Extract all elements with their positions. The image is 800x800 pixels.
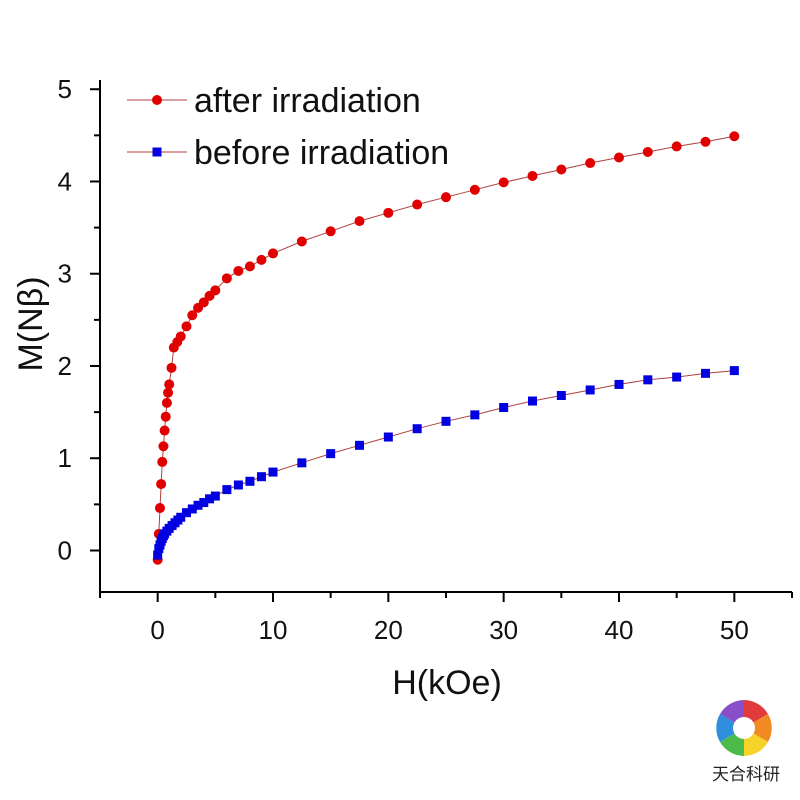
data-point: [325, 226, 336, 237]
x-tick-label: 10: [259, 615, 288, 645]
data-point: [199, 498, 209, 508]
data-point: [210, 285, 221, 296]
data-point: [441, 416, 451, 426]
axes: 0 10 20 30 40 50 0 1 2 3 4 5: [58, 74, 793, 645]
x-axis-label: H(kOe): [392, 664, 502, 702]
data-point: [187, 310, 198, 321]
data-point: [158, 441, 169, 452]
data-point: [222, 485, 232, 495]
data-point: [556, 164, 567, 175]
data-point: [181, 321, 192, 332]
data-point: [556, 391, 566, 401]
y-tick-label: 3: [58, 259, 72, 289]
legend-label: before irradiation: [194, 134, 449, 172]
data-point: [256, 254, 267, 265]
data-point: [383, 432, 393, 442]
data-point: [296, 236, 307, 247]
legend-marker: [152, 147, 162, 157]
data-point: [159, 425, 170, 436]
series-layer: [152, 131, 740, 565]
data-point: [614, 379, 624, 389]
x-tick-label: 20: [374, 615, 403, 645]
data-point: [441, 192, 451, 203]
data-point: [671, 141, 682, 152]
data-point: [164, 379, 175, 390]
data-point: [221, 273, 232, 284]
legend: after irradiation before irradiation: [127, 82, 449, 172]
data-point: [233, 265, 244, 276]
data-point: [182, 508, 191, 518]
data-point: [383, 207, 394, 218]
data-point: [166, 362, 177, 373]
y-tick-label: 0: [58, 535, 72, 565]
data-point: [499, 402, 509, 412]
data-point: [729, 131, 740, 142]
data-point: [198, 297, 209, 308]
data-point: [160, 411, 171, 422]
data-point: [643, 375, 653, 385]
y-tick-label: 5: [58, 74, 72, 104]
data-point: [153, 550, 163, 560]
data-point: [642, 146, 653, 157]
data-point: [614, 152, 624, 163]
data-point: [297, 458, 307, 468]
legend-entry: after irradiation: [127, 82, 421, 120]
legend-label: after irradiation: [194, 82, 421, 120]
data-point: [245, 476, 255, 486]
data-point: [729, 366, 739, 376]
series-after-irradiation: [152, 131, 740, 565]
data-point: [210, 491, 220, 501]
data-point: [469, 184, 480, 195]
data-point: [187, 504, 197, 514]
data-point: [205, 494, 215, 504]
data-point: [193, 500, 203, 510]
data-point: [354, 216, 365, 227]
data-point: [585, 158, 596, 169]
data-point: [672, 372, 682, 382]
data-point: [528, 396, 537, 406]
data-point: [244, 261, 255, 272]
y-tick-label: 1: [58, 443, 72, 473]
data-point: [156, 479, 167, 490]
data-point: [585, 385, 595, 395]
data-point: [163, 387, 174, 398]
y-tick-label: 4: [58, 166, 72, 196]
x-tick-label: 50: [720, 615, 749, 645]
watermark-logo: [716, 700, 772, 756]
y-axis-label: M(Nβ): [12, 276, 50, 371]
y-tick-label: 2: [58, 351, 72, 381]
data-point: [498, 177, 509, 188]
data-point: [233, 480, 243, 490]
data-point: [154, 503, 165, 514]
x-tick-label: 40: [605, 615, 634, 645]
data-point: [412, 424, 422, 434]
x-tick-label: 0: [150, 615, 164, 645]
data-point: [176, 512, 186, 522]
series-before-irradiation: [153, 366, 739, 560]
data-point: [175, 331, 186, 342]
data-point: [527, 170, 538, 181]
data-point: [412, 199, 423, 210]
series-line: [157, 370, 735, 556]
data-point: [470, 410, 480, 420]
data-point: [268, 467, 278, 477]
legend-entry: before irradiation: [127, 134, 449, 172]
data-point: [700, 136, 711, 147]
data-point: [355, 440, 364, 450]
data-point: [326, 449, 336, 459]
data-point: [157, 456, 168, 467]
data-point: [256, 472, 266, 482]
data-point: [701, 368, 710, 378]
data-point: [268, 248, 278, 259]
legend-marker: [152, 95, 162, 105]
x-tick-label: 30: [489, 615, 518, 645]
data-point: [161, 397, 172, 408]
watermark-text: 天合科研: [712, 765, 780, 785]
